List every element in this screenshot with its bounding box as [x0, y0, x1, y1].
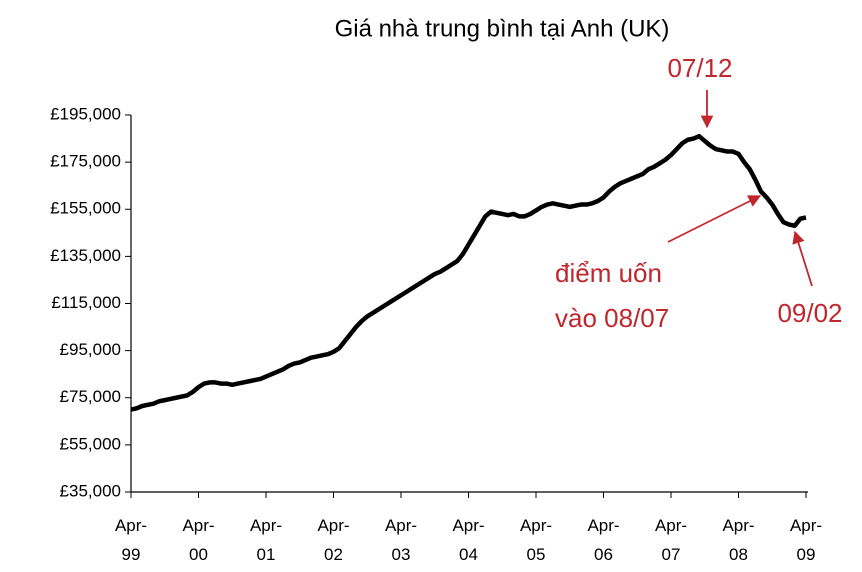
y-tick-label: £35,000: [60, 481, 121, 500]
y-tick-label: £155,000: [50, 199, 121, 218]
x-tick-label: Apr-08: [722, 516, 754, 564]
annotation-arrow: [792, 230, 813, 287]
y-tick-label: £175,000: [50, 152, 121, 171]
x-tick-label: Apr-01: [250, 516, 282, 564]
y-tick-label: £55,000: [60, 434, 121, 453]
annotation: 07/12: [667, 53, 732, 83]
x-tick-label: Apr-06: [587, 516, 619, 564]
y-tick-label: £75,000: [60, 387, 121, 406]
x-tick-label: Apr-02: [317, 516, 349, 564]
annotation-arrow: [667, 195, 762, 243]
y-tick-label: £115,000: [51, 293, 121, 312]
annotation: 09/02: [777, 298, 842, 328]
y-tick-label: £195,000: [50, 104, 121, 123]
y-tick-label: £95,000: [60, 340, 121, 359]
chart-title: Giá nhà trung bình tại Anh (UK): [335, 15, 670, 42]
x-tick-label: Apr-00: [182, 516, 214, 564]
x-tick-label: Apr-09: [790, 516, 822, 564]
y-tick-label: £135,000: [50, 246, 121, 265]
data-line: [130, 133, 807, 412]
annotation: vào 08/07: [555, 303, 669, 333]
annotation: điểm uốn: [555, 258, 662, 288]
x-tick-label: Apr-07: [655, 516, 687, 564]
x-tick-label: Apr-99: [115, 516, 147, 564]
x-tick-label: Apr-04: [452, 516, 484, 564]
x-tick-label: Apr-03: [385, 516, 417, 564]
x-tick-label: Apr-05: [520, 516, 552, 564]
